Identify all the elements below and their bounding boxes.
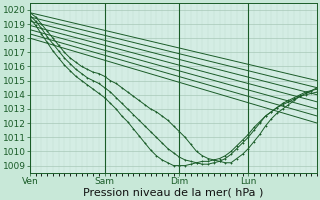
X-axis label: Pression niveau de la mer( hPa ): Pression niveau de la mer( hPa ): [84, 187, 264, 197]
